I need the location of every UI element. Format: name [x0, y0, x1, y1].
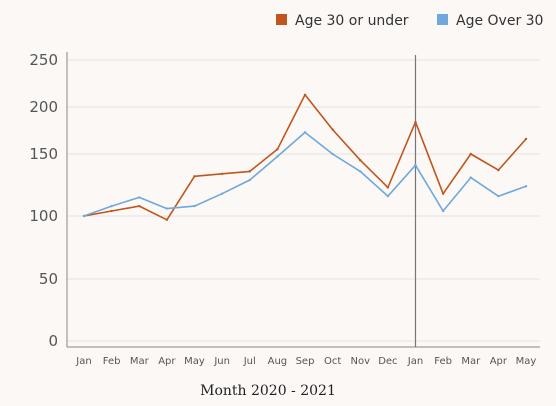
data-point [524, 137, 528, 141]
data-point [276, 148, 279, 151]
data-point [165, 207, 169, 210]
x-tick-label: Feb [434, 356, 452, 367]
data-point [193, 175, 196, 178]
series-line-2 [83, 131, 527, 217]
x-tick-label: May [184, 356, 205, 367]
data-point [303, 131, 307, 134]
x-tick-label: Sep [296, 356, 315, 367]
grid [67, 59, 540, 342]
data-point [220, 192, 224, 195]
data-point [220, 172, 224, 176]
legend-swatch [437, 14, 448, 25]
x-tick-label: Nov [350, 356, 370, 367]
data-point [165, 218, 169, 221]
x-tick-label: Oct [324, 356, 341, 367]
data-point [248, 178, 251, 182]
data-point [110, 204, 113, 208]
data-point [469, 176, 472, 179]
data-point [82, 214, 86, 218]
data-point [138, 196, 141, 199]
data-point [359, 159, 362, 162]
y-tick-label: 50 [39, 270, 58, 288]
data-point [414, 120, 417, 124]
data-point [248, 170, 251, 173]
data-point [276, 155, 279, 158]
data-point [138, 204, 141, 208]
x-axis-label: Month 2020 - 2021 [200, 383, 336, 399]
data-point [441, 209, 445, 213]
x-tick-label: Apr [158, 356, 176, 367]
x-tick-label: Apr [490, 356, 508, 367]
legend-label: Age Over 30 [456, 13, 543, 29]
x-tick-label: Jun [213, 356, 230, 367]
y-tick-label: 250 [29, 51, 58, 69]
legend: Age 30 or under Age Over 30 [276, 13, 543, 29]
data-point [331, 152, 334, 156]
data-point [359, 170, 362, 173]
data-point [331, 128, 334, 131]
data-point [303, 93, 307, 96]
legend-swatch [276, 14, 287, 25]
data-point [441, 192, 445, 195]
y-tick-label: 200 [29, 98, 58, 116]
x-tick-label: Jan [75, 356, 91, 367]
data-point [524, 185, 528, 188]
y-tick-label: 150 [29, 145, 58, 163]
data-point [497, 194, 500, 198]
x-tick-label: Jan [407, 356, 423, 367]
y-tick-label: 0 [48, 332, 58, 350]
legend-label: Age 30 or under [295, 13, 409, 29]
x-tick-label: Dec [378, 356, 397, 367]
y-axis-ticks: 0 50 100 150 200 250 [29, 51, 58, 350]
data-point [386, 186, 390, 189]
data-point [469, 152, 472, 156]
data-point [386, 194, 390, 198]
data-point [497, 168, 500, 172]
x-tick-label: Aug [268, 356, 288, 367]
x-tick-label: May [516, 356, 537, 367]
data-point [193, 204, 196, 208]
data-point [110, 209, 113, 213]
x-tick-label: Jul [243, 356, 256, 367]
series-group [82, 93, 528, 221]
data-point [414, 163, 417, 167]
x-tick-label: Mar [130, 356, 150, 367]
x-tick-label: Feb [103, 356, 121, 367]
x-axis-ticks: Jan Feb Mar Apr May Jun Jul Aug Sep Oct Nov Dec Jan F… [75, 356, 536, 367]
y-tick-label: 100 [29, 207, 58, 225]
x-tick-label: Mar [461, 356, 481, 367]
